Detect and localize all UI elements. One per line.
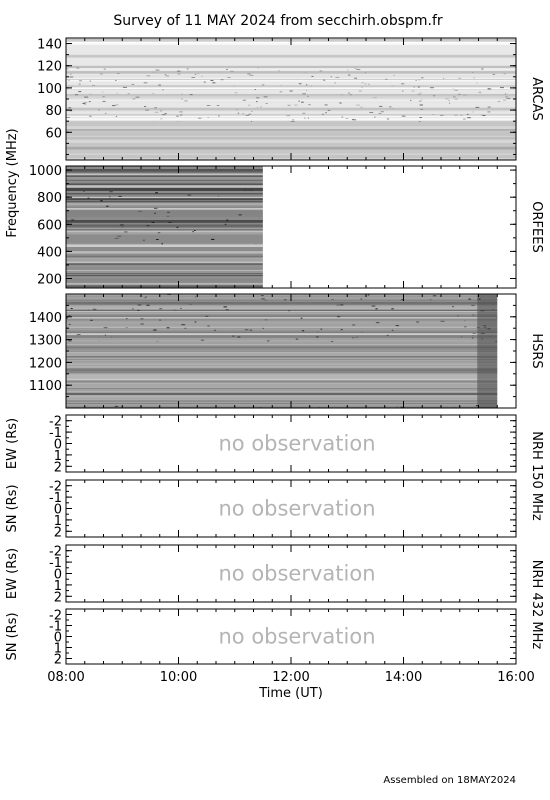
spectrogram-orfees	[66, 166, 263, 288]
y-tick-label: 2	[54, 653, 62, 668]
panel-sn-6: no observation 210-1-2 SN (Rs)	[5, 608, 517, 668]
spectrogram-hsrs	[66, 294, 498, 408]
x-axis-title: Time (UT)	[258, 686, 323, 701]
y-axis-title: Frequency (MHz)	[5, 128, 20, 237]
y-tick-label: -1	[49, 556, 62, 571]
panel-sn-4: no observation 210-1-2 SN (Rs)	[5, 479, 517, 540]
y-tick-label: 2	[54, 460, 62, 475]
y-tick-label: -1	[49, 620, 62, 635]
y-tick-label: -2	[49, 609, 62, 624]
y-tick-label: 100	[37, 82, 62, 97]
no-observation-text: no observation	[218, 625, 375, 649]
y-tick-label: 2	[54, 590, 62, 605]
y-tick-label: 60	[45, 126, 62, 141]
y-tick-label: -2	[49, 415, 62, 430]
panel-hsrs: 1100 1200 1300 1400 HSRS	[29, 293, 544, 409]
y-axis-title: SN (Rs)	[5, 612, 20, 660]
x-tick-label: 08:00	[47, 670, 84, 685]
y-tick-label: 1000	[29, 164, 62, 179]
instrument-label: HSRS	[529, 333, 544, 368]
y-tick-label: 0	[54, 631, 62, 646]
y-tick-label: 140	[37, 38, 62, 53]
panel-arcas: 60 80 100 120 140 ARCAS Frequency (MHz)	[5, 37, 544, 238]
instrument-label: ORFEES	[529, 201, 544, 252]
y-tick-label: 1	[54, 642, 62, 657]
y-axis-title: EW (Rs)	[5, 548, 20, 599]
hsrs-end-band	[477, 294, 498, 408]
no-observation-text: no observation	[218, 497, 375, 521]
y-tick-label: 0	[54, 438, 62, 453]
y-tick-label: 1200	[29, 356, 62, 371]
assembled-footer: Assembled on 18MAY2024	[383, 775, 516, 786]
y-tick-label: -2	[49, 480, 62, 495]
y-axis-title: SN (Rs)	[5, 484, 20, 532]
y-tick-label: 2	[54, 525, 62, 540]
y-tick-label: 1	[54, 514, 62, 529]
y-tick-label: 800	[37, 191, 62, 206]
y-axis-title: EW (Rs)	[5, 418, 20, 469]
y-tick-label: 600	[37, 218, 62, 233]
y-tick-label: -2	[49, 545, 62, 560]
y-tick-label: 400	[37, 245, 62, 260]
instrument-label: ARCAS	[529, 77, 544, 121]
y-tick-label: 0	[54, 503, 62, 518]
y-tick-label: 0	[54, 568, 62, 583]
x-tick-label: 16:00	[497, 670, 534, 685]
spectrogram-arcas	[66, 38, 516, 160]
y-tick-label: 1	[54, 579, 62, 594]
no-observation-text: no observation	[218, 432, 375, 456]
no-observation-text: no observation	[218, 562, 375, 586]
x-tick-label: 12:00	[272, 670, 309, 685]
y-tick-label: -1	[49, 426, 62, 441]
instrument-label: NRH 150 MHz	[529, 431, 544, 521]
instrument-label: NRH 432 MHz	[529, 560, 544, 650]
y-tick-label: 1400	[29, 311, 62, 326]
y-tick-label: 1100	[29, 379, 62, 394]
panel-orfees: 200 400 600 800 1000 ORFEES	[29, 164, 544, 289]
y-tick-label: 120	[37, 60, 62, 75]
y-tick-label: 1	[54, 449, 62, 464]
x-tick-label: 14:00	[385, 670, 422, 685]
x-tick-label: 10:00	[160, 670, 197, 685]
y-tick-label: -1	[49, 491, 62, 506]
y-tick-label: 80	[45, 104, 62, 119]
y-tick-label: 1300	[29, 334, 62, 349]
figure-title: Survey of 11 MAY 2024 from secchirh.obsp…	[113, 13, 443, 29]
y-tick-label: 200	[37, 273, 62, 288]
